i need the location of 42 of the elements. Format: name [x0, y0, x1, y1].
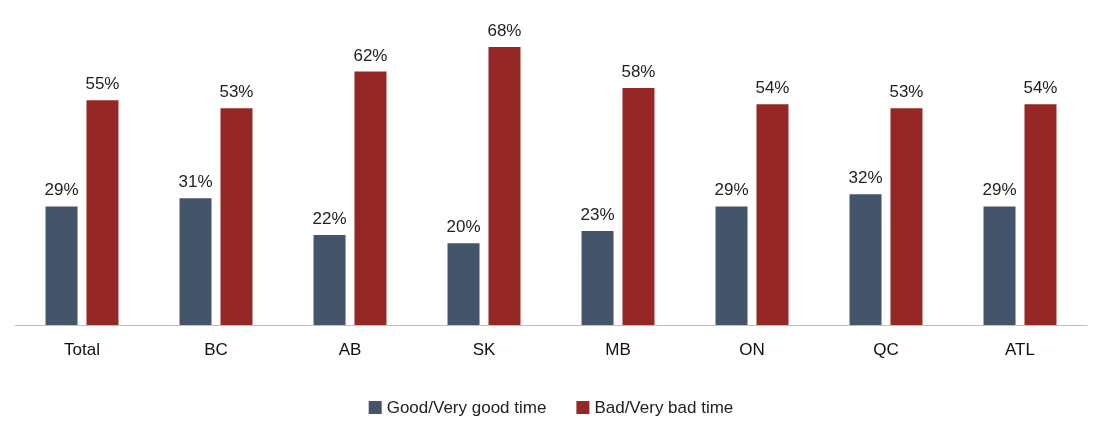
data-label: 54% — [755, 78, 790, 98]
data-label: 29% — [44, 180, 79, 200]
legend-label: Bad/Very bad time — [594, 398, 734, 417]
bar — [622, 87, 655, 325]
x-tick-label: SK — [472, 340, 496, 359]
bar — [220, 108, 253, 325]
bar — [313, 235, 346, 325]
x-tick-label: ON — [739, 340, 765, 359]
data-label: 53% — [889, 82, 924, 102]
bar — [890, 108, 923, 325]
data-label: 68% — [487, 21, 522, 40]
data-label: 23% — [580, 204, 615, 224]
data-label: 58% — [621, 61, 656, 81]
x-tick-label: BC — [204, 340, 228, 359]
data-label: 62% — [353, 45, 388, 65]
bar — [488, 47, 521, 325]
bar — [581, 230, 614, 325]
x-tick-label: MB — [605, 340, 631, 359]
bar — [1024, 104, 1057, 325]
bar — [45, 206, 78, 325]
bar — [179, 198, 212, 325]
x-tick-label: Total — [64, 340, 100, 359]
data-label: 20% — [446, 217, 481, 237]
data-label: 22% — [312, 209, 347, 229]
x-tick-label: ATL — [1005, 340, 1035, 359]
data-label: 31% — [178, 172, 213, 192]
bar — [86, 100, 119, 325]
bar — [447, 243, 480, 325]
bar — [849, 194, 882, 325]
bar — [354, 71, 387, 325]
data-label: 55% — [85, 74, 120, 94]
x-tick-label: AB — [338, 340, 362, 359]
x-tick-label: QC — [873, 340, 899, 359]
data-label: 29% — [714, 180, 749, 200]
bar — [983, 206, 1016, 325]
data-label: 32% — [848, 168, 883, 188]
legend-label: Good/Very good time — [386, 398, 547, 417]
data-label: 53% — [219, 82, 254, 102]
bar — [715, 206, 748, 325]
bar — [756, 104, 789, 325]
data-label: 54% — [1023, 78, 1058, 98]
data-label: 29% — [982, 180, 1017, 200]
